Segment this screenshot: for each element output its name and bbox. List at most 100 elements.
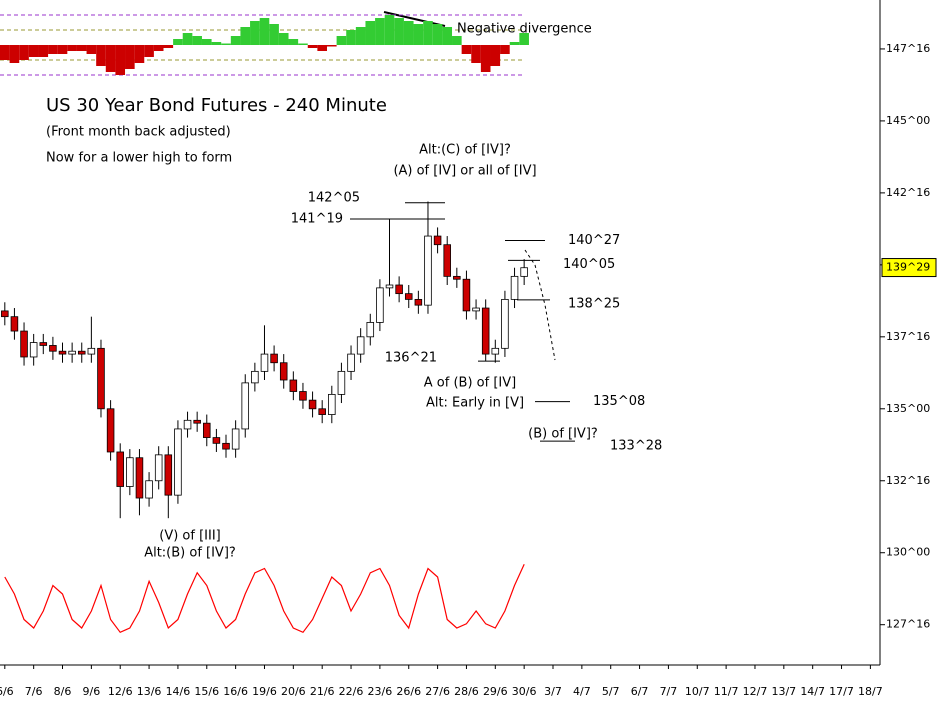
momentum-bar: [19, 45, 29, 60]
candle-body: [212, 437, 221, 444]
candle-body: [376, 287, 384, 323]
momentum-bar: [144, 45, 154, 57]
candle-body: [164, 454, 173, 496]
momentum-bar: [57, 45, 68, 54]
x-tick-label: 13/7: [771, 685, 796, 698]
x-tick-label: 15/6: [194, 685, 219, 698]
x-tick-label: 4/7: [573, 685, 591, 698]
momentum-bar: [173, 39, 183, 45]
momentum-bar: [38, 45, 49, 57]
momentum-bar: [153, 45, 164, 51]
candle-body: [126, 457, 134, 487]
candle-body: [222, 442, 230, 450]
x-tick-label: 5/7: [602, 685, 620, 698]
candle-body: [49, 345, 57, 352]
momentum-bar: [317, 45, 327, 51]
candle-body: [39, 342, 48, 346]
momentum-bar: [115, 45, 126, 75]
candle-body: [97, 347, 105, 410]
last-price-box: [881, 258, 937, 278]
annotation: Alt:(C) of [IV]?: [419, 143, 511, 158]
y-tick-label: 142^16: [886, 186, 930, 199]
candle-body: [453, 275, 461, 280]
annotation: A of (B) of [IV]: [424, 376, 516, 391]
y-tick-label: 132^16: [886, 474, 930, 487]
candle-body: [29, 342, 38, 358]
candle-body: [1, 310, 9, 318]
x-tick-label: 21/6: [310, 685, 335, 698]
annotation: Negative divergence: [457, 22, 592, 37]
momentum-bar: [259, 18, 270, 45]
candle-body: [270, 353, 278, 364]
candle-body: [414, 298, 423, 306]
candle-body: [385, 284, 394, 289]
candle-body: [356, 336, 365, 355]
momentum-bar: [201, 39, 212, 45]
candle-body: [260, 353, 269, 372]
candle-body: [308, 399, 317, 410]
candle-body: [481, 307, 490, 355]
momentum-bar: [182, 33, 193, 45]
momentum-bar: [403, 21, 414, 45]
candle-body: [491, 347, 500, 355]
candle-body: [337, 370, 346, 395]
candle-body: [20, 330, 28, 358]
x-tick-label: 11/7: [714, 685, 739, 698]
momentum-bar: [211, 42, 222, 45]
candle-body: [193, 419, 201, 424]
candle-body: [366, 322, 375, 338]
momentum-bar: [432, 24, 443, 45]
momentum-bar: [326, 45, 337, 47]
momentum-bar: [28, 45, 39, 57]
candle-body: [251, 370, 259, 384]
last-price-label: 139^29: [886, 261, 930, 274]
x-tick-label: 9/6: [83, 685, 101, 698]
momentum-bar: [278, 33, 289, 45]
momentum-bar: [442, 27, 453, 45]
x-tick-label: 14/7: [800, 685, 825, 698]
x-tick-label: 26/6: [396, 685, 421, 698]
x-tick-label: 7/6: [25, 685, 43, 698]
price-level-label: 140^27: [568, 233, 620, 248]
candle-body: [424, 235, 432, 306]
price-level-label: 136^21: [385, 351, 437, 366]
chart-title: US 30 Year Bond Futures - 240 Minute: [46, 95, 387, 116]
momentum-bar: [48, 45, 58, 54]
momentum-bar: [269, 24, 279, 45]
momentum-bar: [288, 39, 299, 45]
candle-body: [443, 244, 451, 277]
momentum-bar: [509, 42, 520, 45]
candle-body: [106, 408, 115, 453]
momentum-bar: [221, 43, 231, 45]
momentum-bar: [86, 45, 97, 54]
momentum-bar: [9, 45, 20, 63]
x-tick-label: 13/6: [137, 685, 162, 698]
x-tick-label: 6/7: [631, 685, 649, 698]
momentum-bar: [0, 45, 10, 60]
x-tick-label: 27/6: [425, 685, 450, 698]
candle-body: [299, 391, 307, 401]
momentum-bar: [423, 21, 433, 45]
momentum-bar: [490, 45, 501, 66]
x-tick-label: 20/6: [281, 685, 306, 698]
candle-body: [77, 350, 86, 355]
candle-body: [510, 275, 519, 300]
momentum-bar: [307, 45, 318, 48]
candle-body: [135, 457, 144, 499]
candle-body: [87, 347, 96, 355]
price-level-label: 133^28: [610, 439, 662, 454]
candle-body: [154, 454, 163, 482]
x-tick-label: 30/6: [512, 685, 537, 698]
candle-body: [462, 278, 471, 312]
price-level-label: 138^25: [568, 296, 620, 311]
candle-body: [520, 267, 528, 277]
y-tick-label: 135^00: [886, 402, 930, 415]
note: Now for a lower high to form: [46, 151, 232, 166]
candle-body: [241, 382, 250, 430]
momentum-bar: [519, 33, 529, 45]
subtitle: (Front month back adjusted): [46, 125, 231, 140]
momentum-bar: [452, 36, 462, 45]
candle-body: [472, 307, 480, 312]
momentum-bar: [480, 45, 491, 72]
